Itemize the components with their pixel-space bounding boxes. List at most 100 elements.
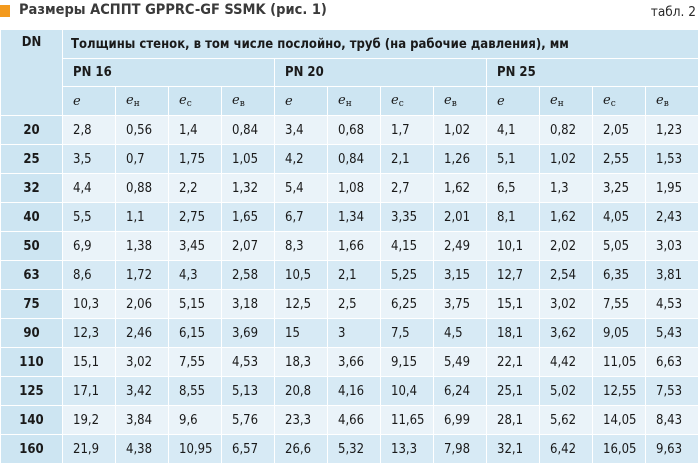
value-cell: 1,05 bbox=[221, 144, 275, 174]
value-cell: 17,1 bbox=[62, 376, 116, 406]
value-cell: 4,38 bbox=[115, 434, 169, 464]
symbol-row: e eн ec eв e eн ec eв e eн ec eв bbox=[1, 86, 699, 116]
value-cell: 1,53 bbox=[645, 144, 699, 174]
value-cell: 5,25 bbox=[380, 260, 434, 290]
value-cell: 1,65 bbox=[221, 202, 275, 232]
table-row: 63 8,6 1,72 4,3 2,58 10,5 2,1 5,25 3,15 12,7 2,54 6… bbox=[0, 260, 699, 290]
value-cell: 11,05 bbox=[592, 347, 646, 377]
value-cell: 4,66 bbox=[327, 405, 381, 435]
symbol-subscript: н bbox=[133, 99, 140, 109]
value-cell: 5,1 bbox=[486, 144, 540, 174]
value-cell: 1,66 bbox=[327, 231, 381, 261]
value-cell: 0,88 bbox=[115, 173, 169, 203]
value-cell: 2,58 bbox=[221, 260, 275, 290]
title-bar: Размеры АСППТ GPPRC-GF SSMK (рис. 1) таб… bbox=[0, 0, 700, 26]
value-cell: 6,25 bbox=[380, 289, 434, 319]
value-cell: 3,15 bbox=[433, 260, 487, 290]
value-cell: 9,15 bbox=[380, 347, 434, 377]
value-cell: 1,95 bbox=[645, 173, 699, 203]
dn-cell: 25 bbox=[0, 144, 63, 174]
value-cell: 2,1 bbox=[327, 260, 381, 290]
value-cell: 1,32 bbox=[221, 173, 275, 203]
value-cell: 4,15 bbox=[380, 231, 434, 261]
symbol-base: e bbox=[603, 93, 611, 108]
value-cell: 3,18 bbox=[221, 289, 275, 319]
table-row: 140 19,2 3,84 9,6 5,76 23,3 4,66 11,65 6,99 28,1 5… bbox=[0, 405, 699, 435]
value-cell: 2,07 bbox=[221, 231, 275, 261]
dn-cell: 50 bbox=[0, 231, 63, 261]
dn-cell: 160 bbox=[0, 434, 63, 464]
dn-cell: 20 bbox=[0, 115, 63, 145]
table-row: 32 4,4 0,88 2,2 1,32 5,4 1,08 2,7 1,62 6,5 1,3 3,25… bbox=[0, 173, 699, 203]
value-cell: 2,02 bbox=[539, 231, 593, 261]
value-cell: 19,2 bbox=[62, 405, 116, 435]
symbol-subscript: c bbox=[398, 99, 404, 109]
value-cell: 5,32 bbox=[327, 434, 381, 464]
value-cell: 1,75 bbox=[168, 144, 222, 174]
value-cell: 1,72 bbox=[115, 260, 169, 290]
value-cell: 15 bbox=[274, 318, 328, 348]
value-cell: 1,34 bbox=[327, 202, 381, 232]
value-cell: 0,84 bbox=[221, 115, 275, 145]
value-cell: 4,42 bbox=[539, 347, 593, 377]
value-cell: 2,43 bbox=[645, 202, 699, 232]
dn-cell: 40 bbox=[0, 202, 63, 232]
value-cell: 7,98 bbox=[433, 434, 487, 464]
group-pn25: PN 25 bbox=[486, 58, 699, 87]
value-cell: 10,4 bbox=[380, 376, 434, 406]
symbol-base: e bbox=[126, 93, 134, 108]
symbol-base: e bbox=[338, 93, 346, 108]
symbol-base: e bbox=[232, 93, 240, 108]
value-cell: 1,62 bbox=[433, 173, 487, 203]
value-cell: 3,35 bbox=[380, 202, 434, 232]
thickness-header: Толщины стенок, в том числе послойно, тр… bbox=[62, 29, 699, 59]
dn-cell: 90 bbox=[0, 318, 63, 348]
value-cell: 21,9 bbox=[62, 434, 116, 464]
value-cell: 3,81 bbox=[645, 260, 699, 290]
value-cell: 8,6 bbox=[62, 260, 116, 290]
value-cell: 0,56 bbox=[115, 115, 169, 145]
value-cell: 0,7 bbox=[115, 144, 169, 174]
value-cell: 2,05 bbox=[592, 115, 646, 145]
symbol-header: eн bbox=[115, 86, 169, 116]
value-cell: 2,5 bbox=[327, 289, 381, 319]
value-cell: 5,43 bbox=[645, 318, 699, 348]
value-cell: 6,63 bbox=[645, 347, 699, 377]
value-cell: 32,1 bbox=[486, 434, 540, 464]
value-cell: 6,9 bbox=[62, 231, 116, 261]
value-cell: 10,1 bbox=[486, 231, 540, 261]
symbol-base: e bbox=[656, 93, 664, 108]
symbol-base: e bbox=[285, 93, 293, 109]
value-cell: 2,8 bbox=[62, 115, 116, 145]
group-pn20: PN 20 bbox=[274, 58, 487, 87]
value-cell: 2,7 bbox=[380, 173, 434, 203]
value-cell: 3 bbox=[327, 318, 381, 348]
value-cell: 9,6 bbox=[168, 405, 222, 435]
value-cell: 3,62 bbox=[539, 318, 593, 348]
value-cell: 9,05 bbox=[592, 318, 646, 348]
value-cell: 2,01 bbox=[433, 202, 487, 232]
value-cell: 3,5 bbox=[62, 144, 116, 174]
table-row: 160 21,9 4,38 10,95 6,57 26,6 5,32 13,3 7,98 32,1… bbox=[0, 434, 699, 464]
value-cell: 3,69 bbox=[221, 318, 275, 348]
value-cell: 20,8 bbox=[274, 376, 328, 406]
value-cell: 22,1 bbox=[486, 347, 540, 377]
value-cell: 3,45 bbox=[168, 231, 222, 261]
value-cell: 1,02 bbox=[433, 115, 487, 145]
value-cell: 12,3 bbox=[62, 318, 116, 348]
value-cell: 4,3 bbox=[168, 260, 222, 290]
symbol-header: ec bbox=[592, 86, 646, 116]
value-cell: 3,66 bbox=[327, 347, 381, 377]
value-cell: 28,1 bbox=[486, 405, 540, 435]
value-cell: 3,03 bbox=[645, 231, 699, 261]
value-cell: 2,49 bbox=[433, 231, 487, 261]
value-cell: 5,5 bbox=[62, 202, 116, 232]
value-cell: 12,5 bbox=[274, 289, 328, 319]
value-cell: 6,42 bbox=[539, 434, 593, 464]
value-cell: 4,53 bbox=[645, 289, 699, 319]
value-cell: 2,54 bbox=[539, 260, 593, 290]
title-marker bbox=[0, 5, 10, 17]
symbol-base: e bbox=[444, 93, 452, 108]
value-cell: 0,68 bbox=[327, 115, 381, 145]
value-cell: 1,02 bbox=[539, 144, 593, 174]
